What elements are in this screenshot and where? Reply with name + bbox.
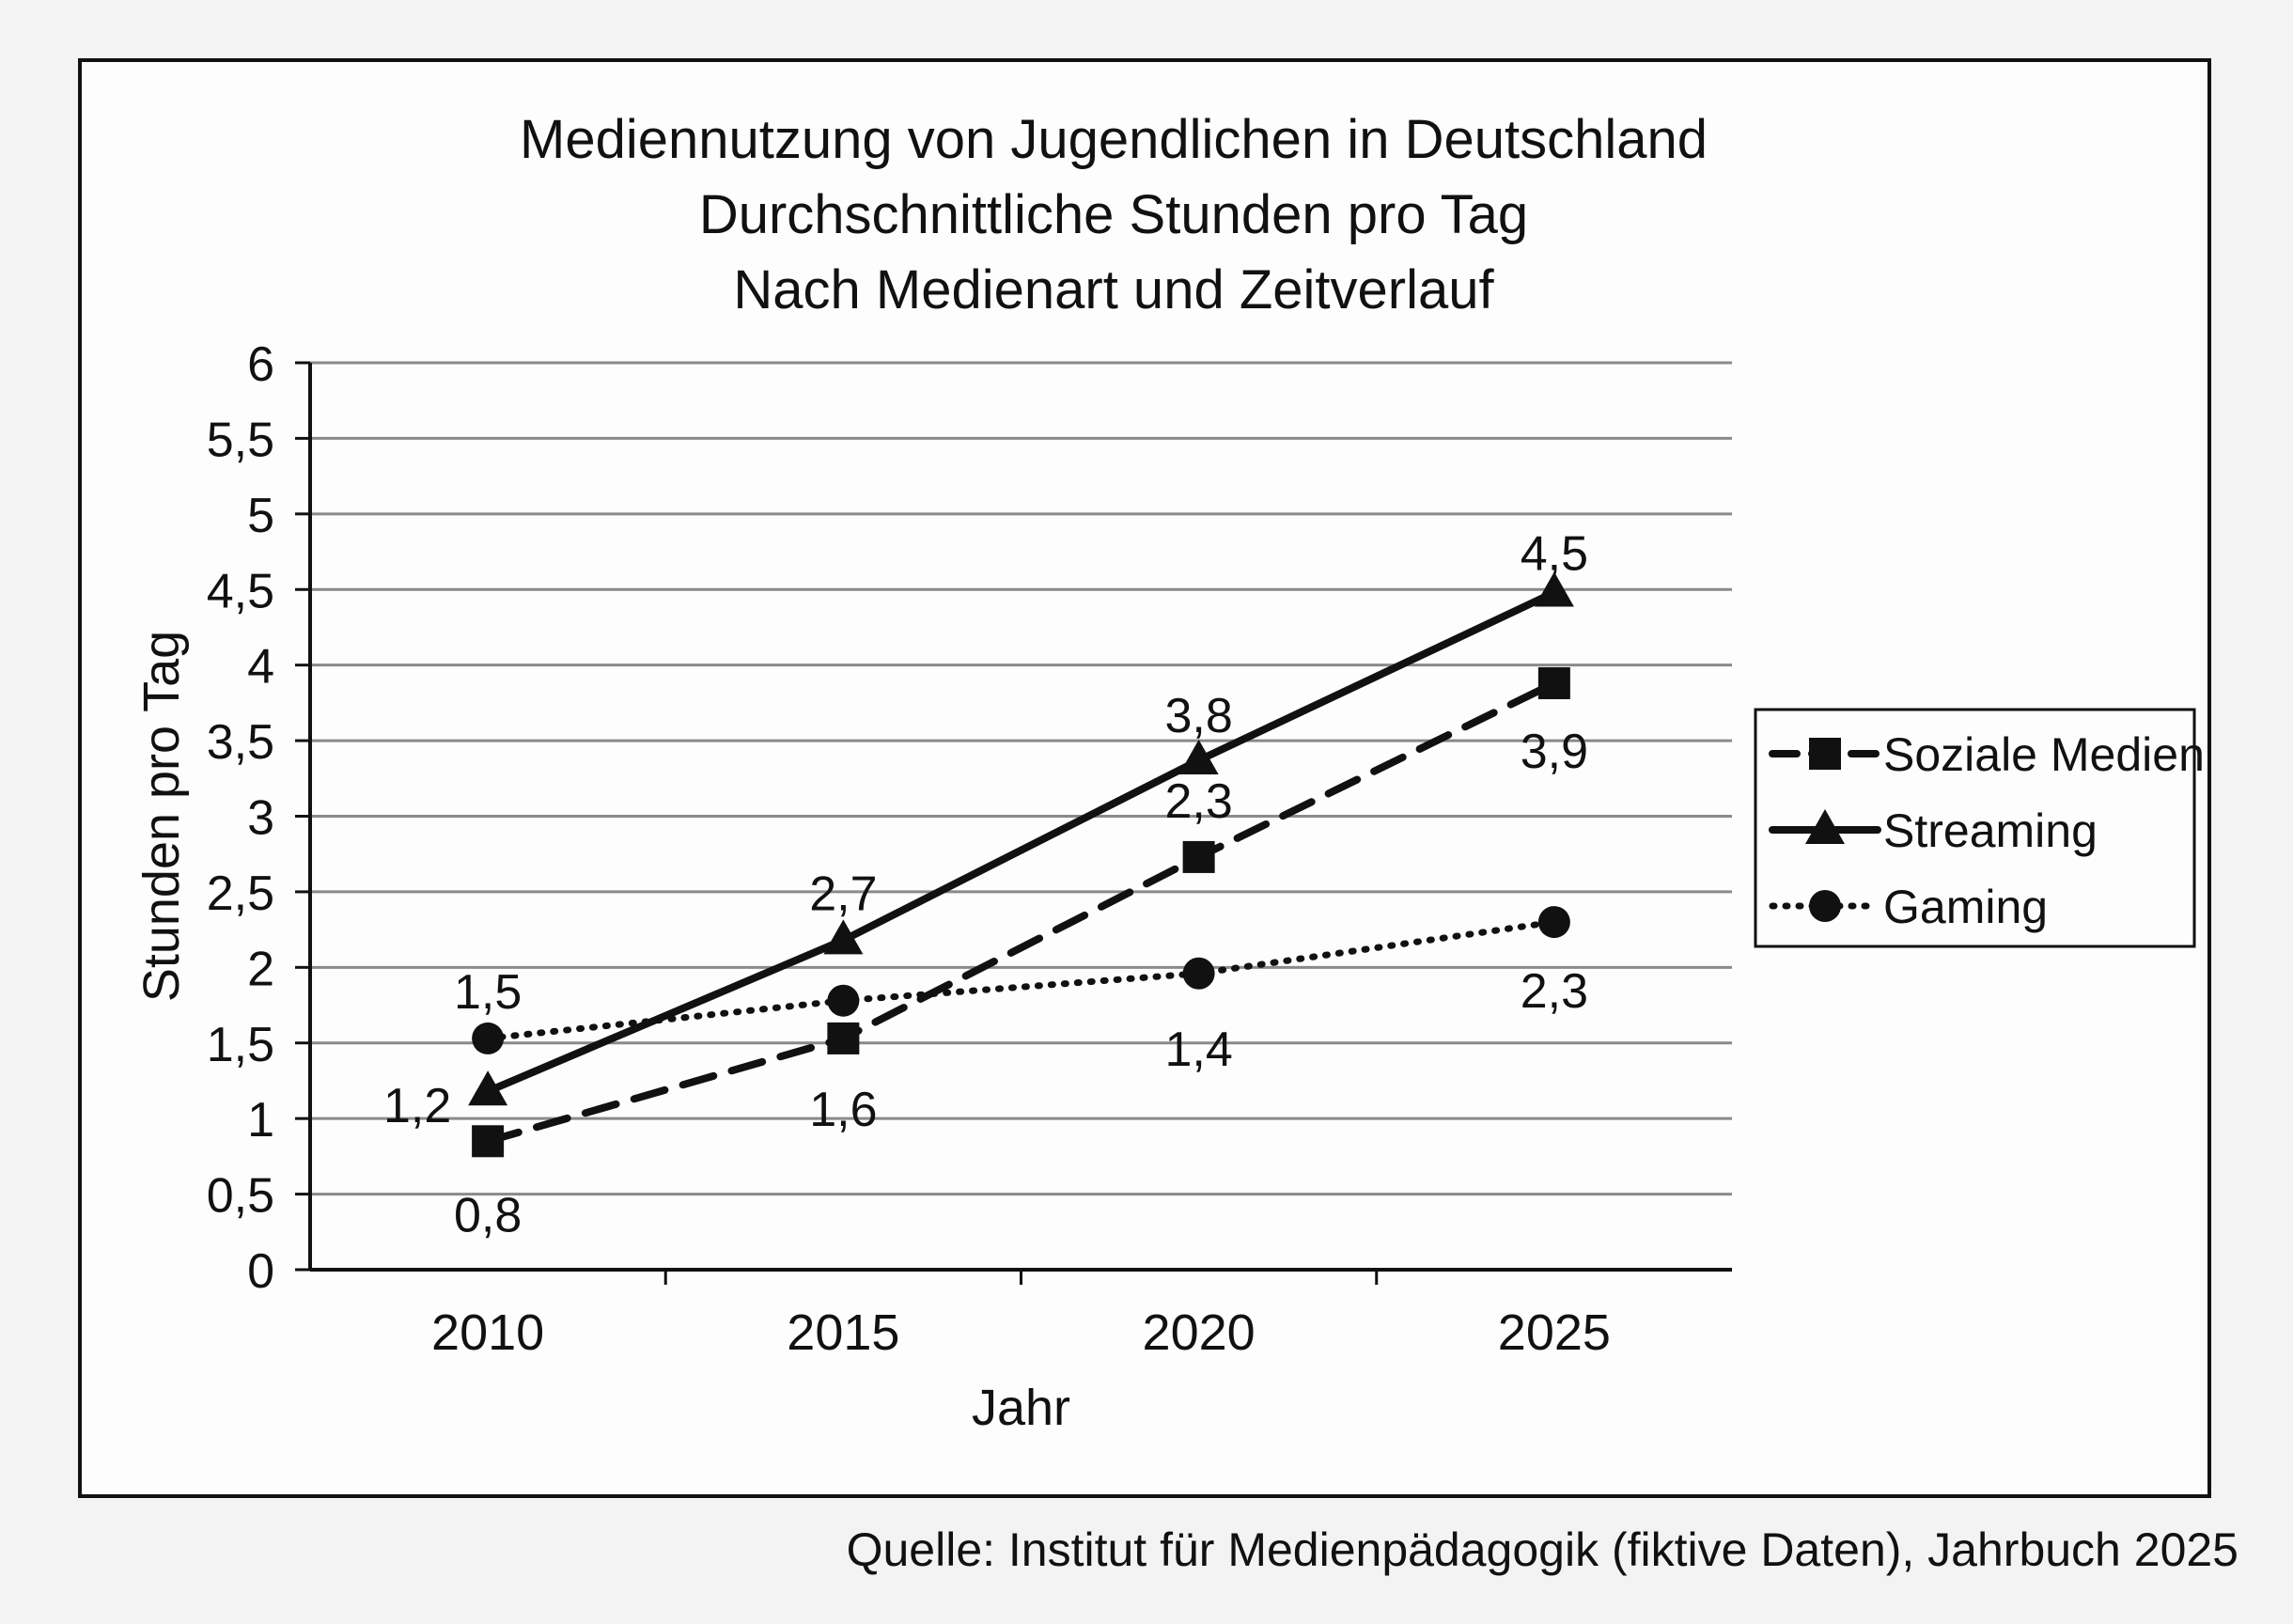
data-point-gaming xyxy=(827,984,860,1017)
data-point-soziale-medien xyxy=(1182,840,1215,873)
chart-title-line-2: Durchschnittliche Stunden pro Tag xyxy=(699,184,1528,245)
series-line-soziale-medien xyxy=(484,679,1558,1146)
data-label-soziale-medien: 2,3 xyxy=(1164,774,1232,829)
data-point-gaming xyxy=(1182,957,1215,990)
y-tick-label: 5,5 xyxy=(207,413,274,467)
y-tick-label: 0,5 xyxy=(207,1169,274,1224)
data-label-gaming: 1,5 xyxy=(454,965,522,1020)
y-tick-label: 5 xyxy=(247,489,274,543)
data-point-streaming xyxy=(468,1070,508,1106)
chart-title-line-1: Mediennutzung von Jugendlichen in Deutsc… xyxy=(520,109,1708,170)
data-point-streaming xyxy=(1178,739,1219,774)
data-point-streaming xyxy=(1534,571,1574,607)
data-label-streaming: 4,5 xyxy=(1521,526,1588,581)
source-note: Quelle: Institut für Medienpädagogik (fi… xyxy=(846,1523,2238,1576)
data-label-soziale-medien: 3,9 xyxy=(1521,725,1588,779)
data-point-gaming xyxy=(1537,906,1570,939)
series-line-gaming xyxy=(484,918,1558,1042)
legend-label-soziale-medien: Soziale Medien xyxy=(1883,728,2205,781)
legend-label-gaming: Gaming xyxy=(1883,881,2048,933)
y-axis-title: Stunden pro Tag xyxy=(133,631,190,1002)
x-tick-label: 2020 xyxy=(1143,1304,1256,1361)
data-label-gaming: 1,4 xyxy=(1164,1023,1232,1077)
data-label-streaming: 3,8 xyxy=(1164,689,1232,743)
y-tick-label: 4,5 xyxy=(207,564,274,618)
data-point-soziale-medien xyxy=(1537,666,1570,699)
y-tick-label: 1 xyxy=(247,1093,274,1148)
y-tick-label: 0 xyxy=(247,1244,274,1299)
legend-marker-streaming xyxy=(1805,809,1845,844)
series-line-streaming xyxy=(484,588,1558,1096)
data-label-gaming: 2,3 xyxy=(1521,964,1588,1019)
data-label-streaming: 1,2 xyxy=(383,1079,451,1133)
x-tick-label: 2015 xyxy=(787,1304,899,1361)
legend-label-streaming: Streaming xyxy=(1883,804,2098,857)
y-tick-label: 1,5 xyxy=(207,1018,274,1072)
x-axis-title: Jahr xyxy=(972,1380,1070,1436)
data-point-streaming xyxy=(823,919,864,955)
y-tick-label: 3,5 xyxy=(207,715,274,770)
legend-marker-soziale-medien xyxy=(1809,738,1841,770)
data-label-soziale-medien: 0,8 xyxy=(454,1188,522,1242)
legend-marker-gaming xyxy=(1809,890,1841,922)
x-tick-label: 2025 xyxy=(1498,1304,1611,1361)
data-label-soziale-medien: 1,6 xyxy=(809,1083,877,1137)
chart-title-line-3: Nach Medienart und Zeitverlauf xyxy=(733,259,1494,320)
data-label-streaming: 2,7 xyxy=(809,867,877,921)
y-tick-label: 4 xyxy=(247,640,274,695)
x-tick-label: 2010 xyxy=(431,1304,544,1361)
y-tick-label: 2,5 xyxy=(207,867,274,921)
data-point-gaming xyxy=(472,1022,505,1054)
y-tick-label: 6 xyxy=(247,337,274,392)
data-point-soziale-medien xyxy=(472,1125,505,1158)
data-point-soziale-medien xyxy=(827,1022,860,1054)
y-tick-label: 2 xyxy=(247,942,274,996)
y-tick-label: 3 xyxy=(247,791,274,846)
